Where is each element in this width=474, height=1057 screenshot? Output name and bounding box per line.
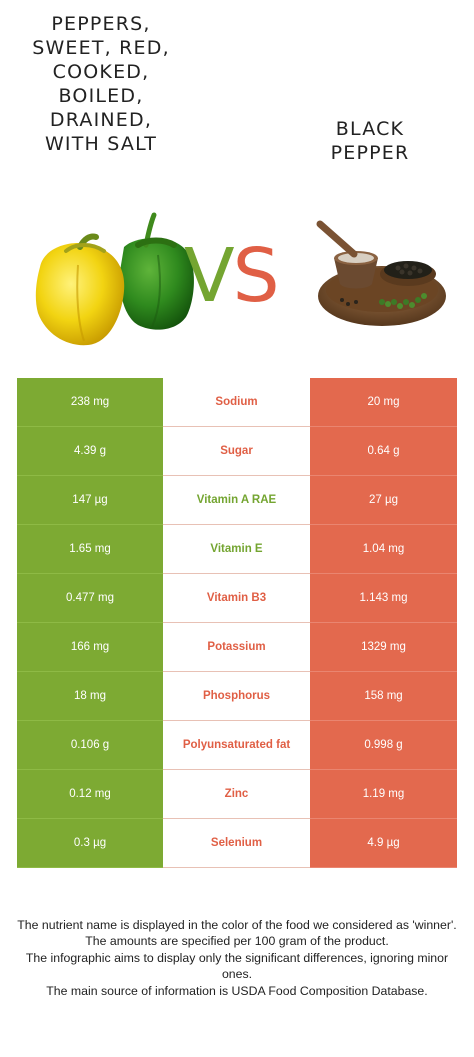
- nutrient-name: Phosphorus: [163, 672, 310, 721]
- left-value: 0.106 g: [17, 721, 163, 770]
- nutrient-row: 0.106 g Polyunsaturated fat 0.998 g: [17, 721, 457, 770]
- right-value: 20 mg: [310, 378, 457, 427]
- right-value: 1.143 mg: [310, 574, 457, 623]
- bell-peppers-image: [35, 212, 194, 346]
- left-value: 18 mg: [17, 672, 163, 721]
- right-value: 1.04 mg: [310, 525, 457, 574]
- left-value: 1.65 mg: [17, 525, 163, 574]
- black-pepper-mortar-image: [316, 220, 446, 326]
- nutrient-name: Sugar: [163, 427, 310, 476]
- left-value: 0.477 mg: [17, 574, 163, 623]
- left-value: 147 µg: [17, 476, 163, 525]
- nutrient-name: Vitamin A RAE: [163, 476, 310, 525]
- nutrient-row: 238 mg Sodium 20 mg: [17, 378, 457, 427]
- nutrient-name: Potassium: [163, 623, 310, 672]
- right-value: 4.9 µg: [310, 819, 457, 868]
- footer-line: The amounts are specified per 100 gram o…: [85, 934, 389, 949]
- nutrient-row: 0.12 mg Zinc 1.19 mg: [17, 770, 457, 819]
- nutrient-row: 18 mg Phosphorus 158 mg: [17, 672, 457, 721]
- nutrient-row: 166 mg Potassium 1329 mg: [17, 623, 457, 672]
- footer-line: The main source of information is USDA F…: [46, 983, 428, 998]
- right-value: 27 µg: [310, 476, 457, 525]
- right-value: 1.19 mg: [310, 770, 457, 819]
- left-value: 4.39 g: [17, 427, 163, 476]
- nutrient-row: 1.65 mg Vitamin E 1.04 mg: [17, 525, 457, 574]
- nutrient-name: Polyunsaturated fat: [163, 721, 310, 770]
- left-value: 238 mg: [17, 378, 163, 427]
- right-value: 0.64 g: [310, 427, 457, 476]
- right-food-title: BLACK PEPPER: [330, 118, 410, 164]
- nutrient-name: Vitamin B3: [163, 574, 310, 623]
- left-food-title: PEPPERS, SWEET, RED, COOKED, BOILED, DRA…: [32, 13, 170, 155]
- footer-notes: The nutrient name is displayed in the co…: [15, 917, 459, 999]
- right-value: 1329 mg: [310, 623, 457, 672]
- left-value: 0.3 µg: [17, 819, 163, 868]
- nutrient-name: Sodium: [163, 378, 310, 427]
- vs-label: VS: [184, 226, 280, 326]
- nutrient-row: 0.3 µg Selenium 4.9 µg: [17, 819, 457, 868]
- right-value: 0.998 g: [310, 721, 457, 770]
- nutrient-row: 4.39 g Sugar 0.64 g: [17, 427, 457, 476]
- nutrient-name: Selenium: [163, 819, 310, 868]
- right-value: 158 mg: [310, 672, 457, 721]
- vs-v: V: [184, 233, 235, 319]
- left-value: 166 mg: [17, 623, 163, 672]
- footer-line: The nutrient name is displayed in the co…: [17, 918, 457, 932]
- nutrient-name: Zinc: [163, 770, 310, 819]
- footer-line: The infographic aims to display only the…: [25, 950, 449, 982]
- nutrient-row: 147 µg Vitamin A RAE 27 µg: [17, 476, 457, 525]
- vs-s: S: [232, 233, 280, 319]
- nutrient-name: Vitamin E: [163, 525, 310, 574]
- nutrient-comparison-table: 238 mg Sodium 20 mg 4.39 g Sugar 0.64 g 147 µg…: [17, 378, 457, 868]
- nutrient-row: 0.477 mg Vitamin B3 1.143 mg: [17, 574, 457, 623]
- left-value: 0.12 mg: [17, 770, 163, 819]
